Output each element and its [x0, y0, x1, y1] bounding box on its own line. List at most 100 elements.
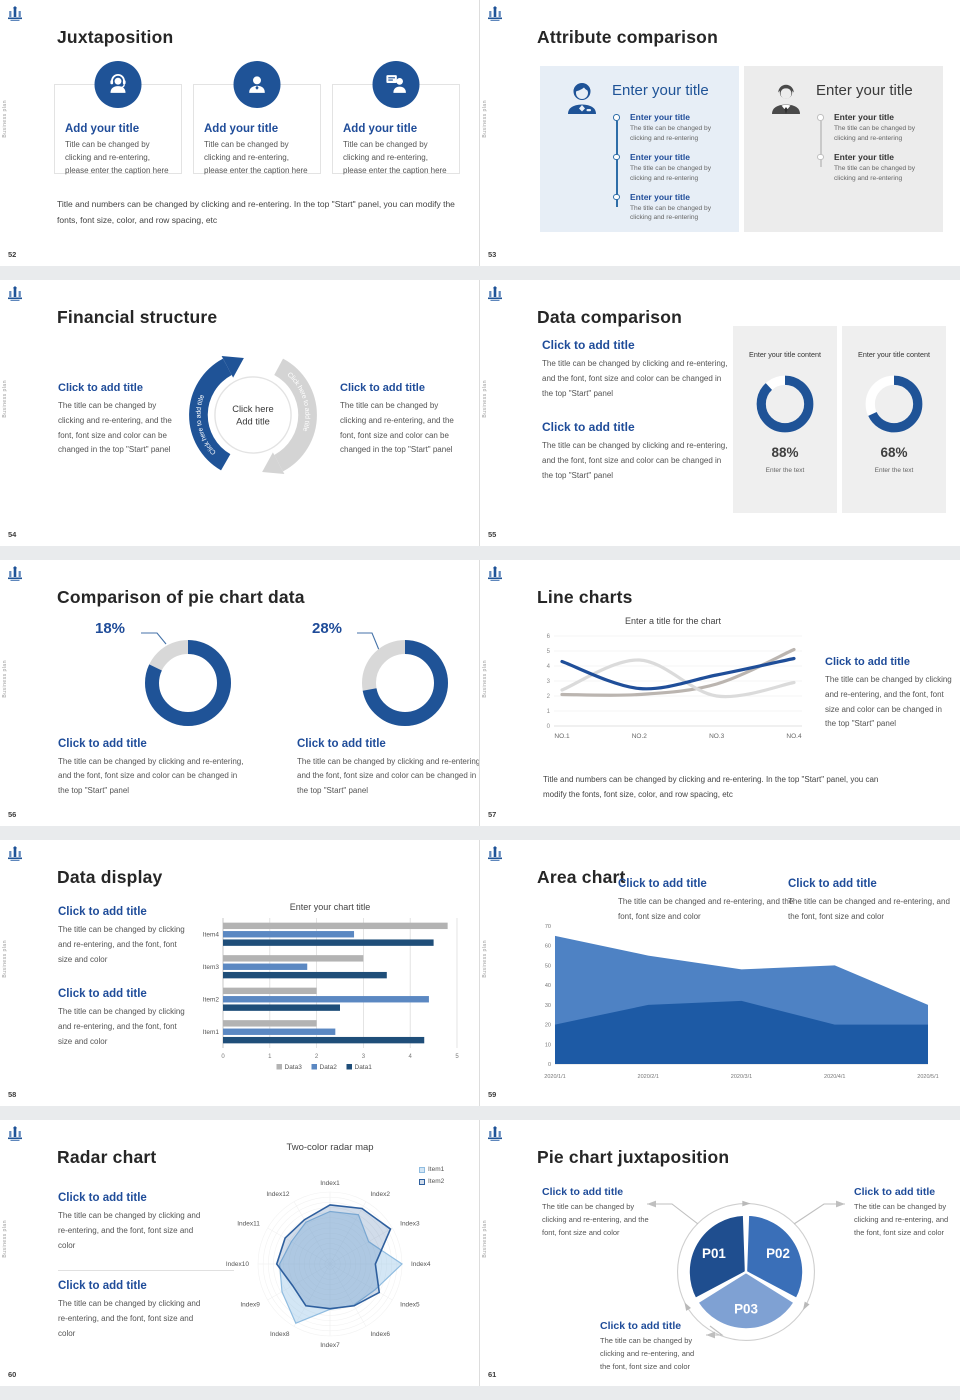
svg-text:Item2: Item2 [203, 996, 220, 1003]
card-caption: Title can be changed by clicking and re-… [204, 140, 308, 175]
timeline: Enter your title The title can be change… [817, 112, 935, 192]
svg-text:1: 1 [547, 709, 551, 715]
radar-legend: Item1 Item2 [419, 1166, 444, 1190]
block-heading: Click to add title [58, 1280, 147, 1292]
brand-logo-icon [7, 6, 23, 24]
svg-text:5: 5 [547, 649, 551, 655]
svg-text:Data2: Data2 [320, 1064, 338, 1071]
comparison-panel-right: Enter your title Enter your title The ti… [744, 66, 943, 232]
svg-text:0: 0 [221, 1054, 225, 1060]
vertical-brand-text: Business plan [482, 660, 488, 698]
kpi-percentage: 88% [771, 445, 799, 460]
slide-57[interactable]: Business plan Line charts 57 Enter a tit… [480, 560, 960, 826]
pie-callout-label: 28% [312, 620, 343, 637]
slide-54[interactable]: Business plan Financial structure 54 Cli… [0, 280, 480, 546]
text-block: Click to add title The title can be chan… [58, 738, 248, 798]
callout-line [357, 632, 380, 651]
cycle-diagram: Click here Add title Click here to add t… [189, 356, 317, 474]
kpi-card: Enter your title content 88% Enter the t… [733, 326, 837, 513]
svg-text:NO.3: NO.3 [709, 733, 725, 740]
arrow-head-icon [262, 452, 285, 474]
svg-text:2020/5/1: 2020/5/1 [917, 1074, 938, 1080]
timeline-item-title: Enter your title [630, 191, 690, 202]
svg-text:60: 60 [545, 944, 551, 950]
brand-logo-icon [487, 846, 503, 864]
slide-52[interactable]: Business plan Juxtaposition 52 Add your … [0, 0, 480, 266]
svg-text:0: 0 [548, 1062, 551, 1068]
text-block: Click to add title The title can be chan… [618, 878, 798, 925]
block-heading: Click to add title [854, 1186, 936, 1198]
svg-text:40: 40 [545, 983, 551, 989]
slide-number: 57 [488, 810, 497, 819]
svg-text:Data3: Data3 [285, 1064, 303, 1071]
svg-text:Index1: Index1 [320, 1180, 340, 1187]
slide-55[interactable]: Business plan Data comparison 55 Click t… [480, 280, 960, 546]
vertical-brand-text: Business plan [2, 100, 8, 138]
slide-title: Data comparison [537, 306, 682, 327]
kpi-percentage: 68% [880, 445, 908, 460]
svg-text:50: 50 [545, 963, 551, 969]
svg-text:6: 6 [547, 634, 551, 640]
slide-58[interactable]: Business plan Data display 58 Click to a… [0, 840, 480, 1106]
block-heading: Click to add title [58, 382, 143, 394]
block-heading: Click to add title [542, 420, 635, 434]
svg-text:P01: P01 [702, 1246, 726, 1261]
block-heading: Click to add title [58, 906, 147, 918]
slide-number: 54 [8, 530, 17, 539]
legend-item: Item1 [419, 1166, 444, 1173]
slide-56[interactable]: Business plan Comparison of pie chart da… [0, 560, 480, 826]
area-chart: 0 10 20 30 40 50 60 70 2020/1/1 2020/2/1 2020/3/1 2… [530, 918, 940, 1090]
timeline-line [820, 121, 822, 167]
block-caption: The title can be changed by clicking and… [825, 675, 952, 729]
grid-cell-56: Business plan Comparison of pie chart da… [0, 560, 480, 840]
presenter-icon [372, 61, 420, 108]
feature-card: Add your title Title can be changed by c… [332, 61, 460, 175]
cyc-center-line2: Add title [236, 416, 270, 426]
timeline-item: Enter your title The title can be change… [817, 152, 935, 184]
timeline-item-caption: The title can be changed by clicking and… [834, 125, 916, 142]
svg-text:20: 20 [545, 1023, 551, 1029]
card-caption: Title can be changed by clicking and re-… [343, 140, 447, 175]
legend-item: Item2 [419, 1178, 444, 1185]
bar-chart: 0 1 2 3 4 5 Item4 Item3 Item2 Item1 Data3 Data2 Data… [185, 914, 465, 1074]
text-block: Click to add title The title can be chan… [297, 738, 480, 798]
block-heading: Click to add title [542, 338, 635, 352]
text-block: Click to add title The title can be chan… [340, 382, 464, 458]
kpi-card-title: Enter your title content [858, 350, 930, 359]
slide-note: Title and numbers can be changed by clic… [543, 775, 879, 800]
block-caption: The title can be changed by clicking and… [58, 1211, 201, 1250]
slide-59[interactable]: Business plan Area chart 59 Click to add… [480, 840, 960, 1106]
cycle-center-line1: Click here [232, 404, 273, 414]
timeline-item-caption: The title can be changed by clicking and… [834, 164, 916, 182]
brand-logo-icon [487, 286, 503, 304]
svg-text:Index10: Index10 [226, 1261, 250, 1268]
svg-text:2020/2/1: 2020/2/1 [638, 1074, 659, 1080]
svg-text:P02: P02 [766, 1246, 790, 1261]
callout-block: Click to add title The title can be chan… [542, 1186, 650, 1239]
text-block: Click to add title The title can be chan… [58, 906, 192, 967]
grid-cell-52: Business plan Juxtaposition 52 Add your … [0, 0, 480, 280]
svg-text:NO.4: NO.4 [786, 733, 802, 740]
svg-text:Index4: Index4 [411, 1261, 431, 1268]
kpi-card-footer: Enter the text [765, 467, 805, 474]
slide-number: 58 [8, 1090, 17, 1099]
donut-chart-18 [138, 633, 238, 733]
pie-callout-label: 18% [95, 620, 126, 637]
block-heading: Click to add title [825, 656, 910, 668]
timeline-item: Enter your title The title can be change… [817, 112, 935, 144]
businessman-icon [764, 78, 808, 122]
svg-text:2: 2 [315, 1054, 319, 1060]
slide-title: Line charts [537, 586, 633, 607]
svg-text:0: 0 [547, 724, 551, 730]
block-caption: The title can be changed by clicking and… [297, 757, 480, 795]
slide-53[interactable]: Business plan Attribute comparison 53 En… [480, 0, 960, 266]
grid-cell-53: Business plan Attribute comparison 53 En… [480, 0, 960, 280]
slide-60[interactable]: Business plan Radar chart 60 Click to ad… [0, 1120, 480, 1386]
grid-cell-59: Business plan Area chart 59 Click to add… [480, 840, 960, 1120]
timeline-item-title: Enter your title [834, 151, 894, 162]
support-agent-icon [94, 61, 142, 108]
svg-text:Item4: Item4 [203, 931, 220, 938]
slide-61[interactable]: Business plan Pie chart juxtaposition 61… [480, 1120, 960, 1386]
brand-logo-icon [7, 846, 23, 864]
block-caption: The title can be changed by clicking and… [58, 1299, 201, 1338]
